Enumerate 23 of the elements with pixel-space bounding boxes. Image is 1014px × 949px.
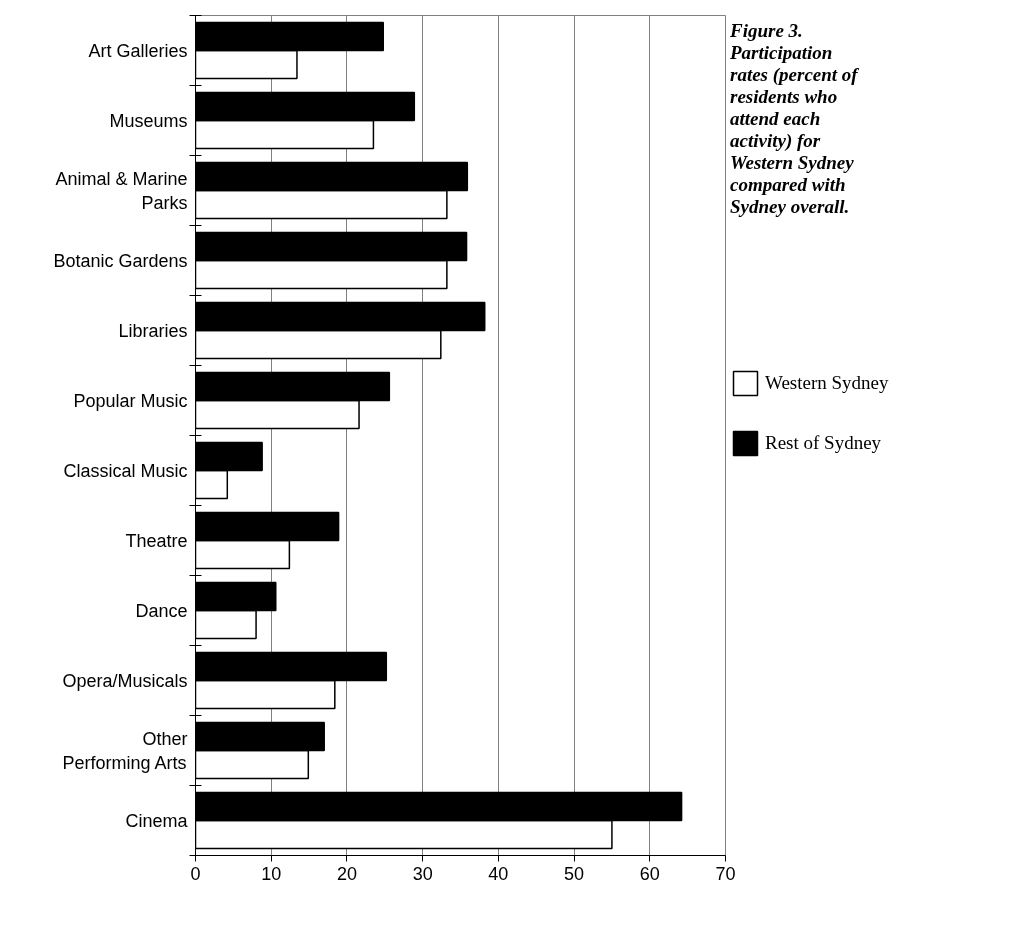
- x-tick-label: 0: [190, 863, 201, 884]
- y-tick-label: Museums: [109, 110, 188, 131]
- x-tick-label: 20: [336, 863, 357, 884]
- y-tick-label: Cinema: [125, 810, 189, 831]
- y-tick-label: Other Performing Arts: [62, 728, 188, 773]
- y-tick-label: Dance: [135, 600, 188, 621]
- x-tick-label: 50: [564, 863, 585, 884]
- x-tick-label: 40: [488, 863, 509, 884]
- y-tick-label: Botanic Gardens: [53, 250, 188, 271]
- y-tick-label: Animal & Marine Parks: [55, 168, 188, 213]
- y-tick-label: Art Galleries: [88, 40, 188, 61]
- y-tick-label: Theatre: [125, 530, 188, 551]
- chart-title: Figure 3. Participation rates (percent of residents who attend each activity) for Western Sydney compared with Sydney overall.: [730, 20, 858, 217]
- x-tick-label: 30: [412, 863, 433, 884]
- x-tick-label: 70: [715, 863, 736, 884]
- legend-label: Rest of Sydney: [765, 432, 882, 454]
- y-tick-label: Libraries: [118, 320, 188, 341]
- legend-label: Western Sydney: [765, 372, 889, 394]
- y-tick-label: Opera/Musicals: [62, 670, 188, 691]
- y-tick-label: Popular Music: [73, 390, 188, 411]
- x-tick-label: 10: [261, 863, 282, 884]
- x-tick-label: 60: [639, 863, 660, 884]
- y-tick-label: Classical Music: [63, 460, 188, 481]
